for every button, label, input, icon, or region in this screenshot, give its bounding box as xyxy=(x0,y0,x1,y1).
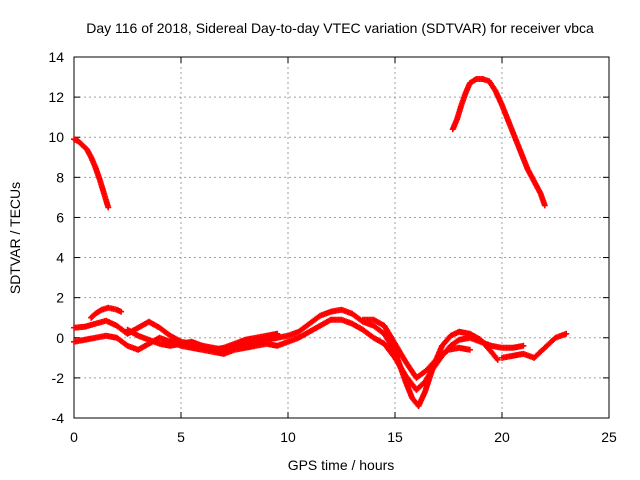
data-point xyxy=(520,342,527,349)
x-tick-label: 5 xyxy=(177,429,185,445)
y-tick-label: 8 xyxy=(56,169,64,185)
data-point xyxy=(105,204,112,211)
y-tick-label: 4 xyxy=(56,250,64,266)
x-axis-label: GPS time / hours xyxy=(288,457,395,473)
data-point xyxy=(563,330,570,337)
series-arc-e xyxy=(359,316,473,381)
x-tick-label: 0 xyxy=(70,429,78,445)
data-point xyxy=(118,308,125,315)
y-tick-label: 2 xyxy=(56,290,64,306)
series-arc-c xyxy=(88,304,125,321)
x-tick-label: 20 xyxy=(494,429,510,445)
y-tick-label: -4 xyxy=(52,410,65,426)
data-point xyxy=(274,330,281,337)
x-tick-label: 15 xyxy=(387,429,403,445)
y-tick-label: 6 xyxy=(56,209,64,225)
series-arc-f xyxy=(499,330,570,361)
chart-title: Day 116 of 2018, Sidereal Day-to-day VTE… xyxy=(86,20,594,36)
data-marks xyxy=(71,76,570,409)
series-arc-d xyxy=(124,326,281,353)
y-tick-label: 10 xyxy=(48,129,64,145)
y-tick-label: 12 xyxy=(48,89,64,105)
y-tick-label: 0 xyxy=(56,330,64,346)
grid xyxy=(74,57,609,418)
plot-frame xyxy=(73,56,610,419)
ticks: 0 5 10 15 20 25 -4 -2 0 2 4 6 8 10 12 14 xyxy=(48,49,617,445)
data-point xyxy=(466,346,473,353)
data-point xyxy=(541,202,548,209)
y-tick-label: 14 xyxy=(48,49,64,65)
y-axis-label: SDTVAR / TECUs xyxy=(7,182,23,294)
series-arc-early-high xyxy=(71,136,112,211)
y-tick-label: -2 xyxy=(52,370,65,386)
x-tick-label: 25 xyxy=(601,429,617,445)
series-arc-late-high xyxy=(449,76,548,209)
data-point xyxy=(494,356,501,363)
x-tick-label: 10 xyxy=(280,429,296,445)
